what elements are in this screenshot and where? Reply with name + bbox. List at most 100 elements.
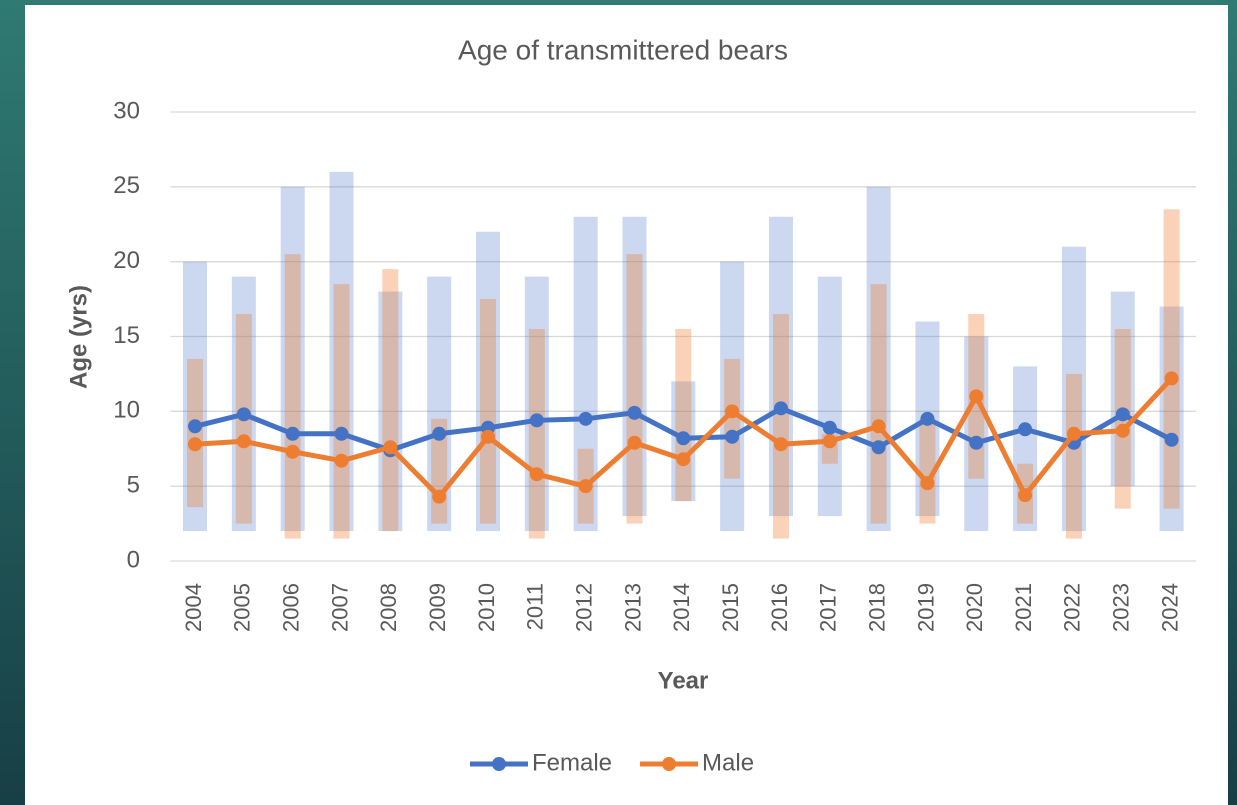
point xyxy=(529,467,544,482)
y-tick-label: 15 xyxy=(113,322,140,349)
point xyxy=(676,452,691,467)
x-tick-label: 2021 xyxy=(1011,583,1036,632)
x-tick-label: 2008 xyxy=(376,583,401,632)
point xyxy=(822,434,837,449)
x-tick-label: 2024 xyxy=(1157,583,1182,632)
y-tick-label: 10 xyxy=(113,397,140,424)
range-bar xyxy=(479,299,496,524)
point xyxy=(578,411,593,426)
range-bar xyxy=(231,276,256,532)
point xyxy=(480,429,495,444)
point xyxy=(822,420,837,435)
x-tick-label: 2005 xyxy=(230,583,255,632)
point xyxy=(188,419,203,434)
point xyxy=(285,426,300,441)
range-bar xyxy=(919,418,936,524)
chart-title: Age of transmittered bears xyxy=(458,34,788,65)
x-tick-label: 2018 xyxy=(864,583,889,632)
point xyxy=(871,440,886,455)
y-tick-label: 25 xyxy=(113,172,140,199)
point xyxy=(1115,407,1130,422)
x-tick-label: 2007 xyxy=(327,583,352,632)
legend-marker xyxy=(662,757,677,771)
x-axis-title: Year xyxy=(658,667,709,694)
point xyxy=(236,434,251,449)
range-bar xyxy=(378,291,403,532)
x-tick-label: 2013 xyxy=(620,583,645,632)
x-tick-label: 2019 xyxy=(913,583,938,632)
point xyxy=(773,401,788,416)
legend-label: Female xyxy=(532,749,612,776)
range-bar xyxy=(1163,209,1180,509)
range-bar xyxy=(329,171,354,532)
range-bar xyxy=(1061,246,1086,532)
x-tick-label: 2014 xyxy=(669,583,694,632)
point xyxy=(578,479,593,494)
x-tick-label: 2016 xyxy=(767,583,792,632)
range-bar xyxy=(622,216,647,517)
range-bar xyxy=(475,231,500,532)
point xyxy=(432,489,447,504)
point xyxy=(1066,426,1081,441)
point xyxy=(236,407,251,422)
x-tick-label: 2006 xyxy=(278,583,303,632)
range-bar xyxy=(1110,291,1135,487)
range-bar xyxy=(524,276,549,532)
point xyxy=(1164,432,1179,447)
range-bar xyxy=(1159,306,1184,532)
point xyxy=(920,476,935,491)
range-bar xyxy=(768,216,793,517)
x-tick-label: 2022 xyxy=(1060,583,1085,632)
range-bar xyxy=(333,284,350,539)
y-axis-title: Age (yrs) xyxy=(65,285,92,389)
x-tick-label: 2020 xyxy=(962,583,987,632)
y-tick-label: 30 xyxy=(113,97,140,124)
range-bar xyxy=(724,358,741,479)
range-bar xyxy=(817,276,842,517)
point xyxy=(969,389,984,404)
point xyxy=(529,413,544,428)
point xyxy=(432,426,447,441)
point xyxy=(871,419,886,434)
point xyxy=(627,405,642,420)
range-bar xyxy=(866,186,891,532)
range-bar xyxy=(870,284,887,524)
point xyxy=(969,435,984,450)
range-bar xyxy=(284,254,301,539)
range-bar xyxy=(675,329,692,502)
range-bar xyxy=(626,254,643,524)
range-bar xyxy=(964,336,989,532)
point xyxy=(1164,371,1179,386)
point xyxy=(188,437,203,452)
point xyxy=(920,411,935,426)
point xyxy=(725,429,740,444)
point xyxy=(773,437,788,452)
point xyxy=(676,431,691,446)
x-tick-label: 2012 xyxy=(571,583,596,632)
point xyxy=(1018,488,1033,503)
y-tick-label: 5 xyxy=(127,472,140,499)
y-tick-label: 0 xyxy=(127,546,140,573)
range-bar xyxy=(382,269,399,532)
legend-label: Male xyxy=(702,749,754,776)
point xyxy=(383,440,398,455)
x-tick-label: 2017 xyxy=(816,583,841,632)
range-bar xyxy=(1065,373,1082,539)
point xyxy=(725,404,740,419)
range-bar xyxy=(720,261,745,532)
x-tick-label: 2009 xyxy=(425,583,450,632)
point xyxy=(627,435,642,450)
range-bar xyxy=(183,261,208,532)
x-tick-label: 2015 xyxy=(718,583,743,632)
point xyxy=(1018,422,1033,437)
chart-card xyxy=(25,5,1228,805)
range-bar xyxy=(280,186,305,532)
y-tick-label: 20 xyxy=(113,247,140,274)
range-bar xyxy=(1013,366,1038,532)
point xyxy=(334,453,349,468)
range-bar xyxy=(772,314,789,539)
x-tick-label: 2011 xyxy=(523,583,548,630)
x-tick-label: 2010 xyxy=(474,583,499,632)
